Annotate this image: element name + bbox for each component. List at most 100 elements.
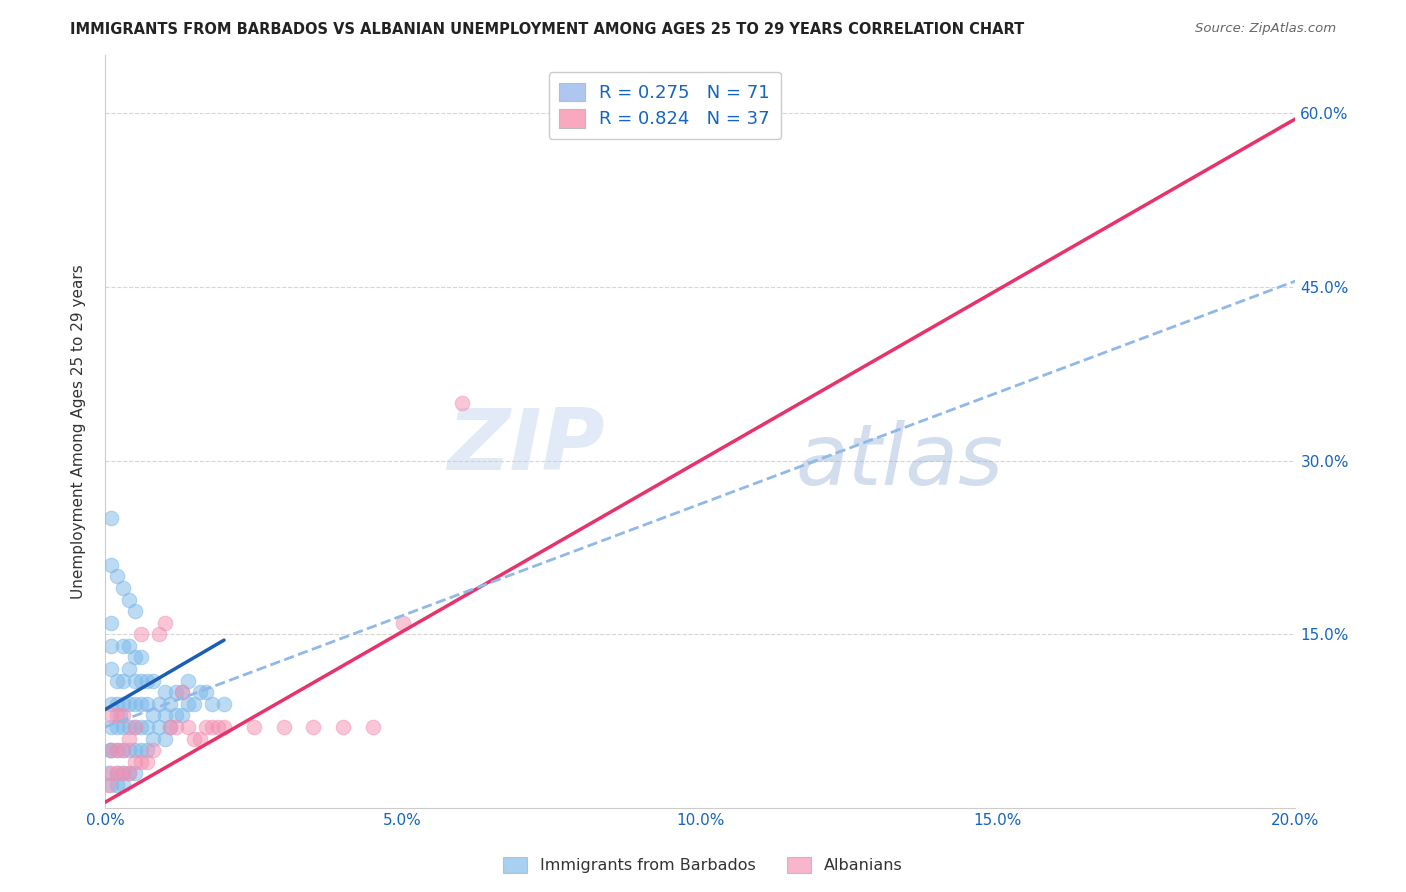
Point [124,766,146,780]
Point [118,662,141,676]
Point [124,650,146,665]
Point [135,697,157,711]
Point [153,685,176,699]
Point [142,731,165,746]
Point [100,743,122,757]
Point [177,720,200,734]
Point [201,697,224,711]
Point [183,731,205,746]
Point [98,743,121,757]
Point [177,697,200,711]
Point [97,766,120,780]
Point [111,766,134,780]
Point [105,569,128,583]
Point [108,708,131,723]
Point [129,743,152,757]
Point [165,708,187,723]
Point [243,720,266,734]
Text: ZIP: ZIP [447,405,605,488]
Text: IMMIGRANTS FROM BARBADOS VS ALBANIAN UNEMPLOYMENT AMONG AGES 25 TO 29 YEARS CORR: IMMIGRANTS FROM BARBADOS VS ALBANIAN UNE… [70,22,1025,37]
Point [105,708,128,723]
Point [124,673,146,688]
Point [124,604,146,618]
Point [105,766,128,780]
Point [105,743,128,757]
Point [118,697,141,711]
Text: Source: ZipAtlas.com: Source: ZipAtlas.com [1195,22,1336,36]
Point [111,766,134,780]
Point [124,697,146,711]
Point [100,743,122,757]
Point [111,720,134,734]
Point [129,627,152,641]
Point [195,720,218,734]
Point [129,755,152,769]
Point [111,743,134,757]
Point [129,720,152,734]
Point [212,720,235,734]
Point [129,697,152,711]
Point [165,720,187,734]
Legend: R = 0.275   N = 71, R = 0.824   N = 37: R = 0.275 N = 71, R = 0.824 N = 37 [548,71,780,139]
Point [118,743,141,757]
Point [332,720,354,734]
Point [100,662,122,676]
Point [118,731,141,746]
Point [153,708,176,723]
Point [142,743,165,757]
Point [451,395,474,409]
Legend: Immigrants from Barbados, Albanians: Immigrants from Barbados, Albanians [496,850,910,880]
Point [105,766,128,780]
Point [118,592,141,607]
Point [100,511,122,525]
Point [177,673,200,688]
Point [124,755,146,769]
Point [100,615,122,630]
Point [100,558,122,572]
Point [172,708,194,723]
Point [100,708,122,723]
Point [148,720,170,734]
Point [111,673,134,688]
Point [100,720,122,734]
Point [111,708,134,723]
Point [105,720,128,734]
Point [361,720,384,734]
Point [111,697,134,711]
Text: atlas: atlas [796,420,1004,503]
Point [201,720,224,734]
Point [100,639,122,653]
Point [207,720,229,734]
Point [212,697,235,711]
Point [183,697,205,711]
Point [391,615,413,630]
Point [159,720,181,734]
Y-axis label: Unemployment Among Ages 25 to 29 years: Unemployment Among Ages 25 to 29 years [72,264,86,599]
Point [135,720,157,734]
Point [105,778,128,792]
Point [148,627,170,641]
Point [165,685,187,699]
Point [118,720,141,734]
Point [118,766,141,780]
Point [118,639,141,653]
Point [135,673,157,688]
Point [124,720,146,734]
Point [111,639,134,653]
Point [148,697,170,711]
Point [302,720,325,734]
Point [100,766,122,780]
Point [100,778,122,792]
Point [118,766,141,780]
Point [105,697,128,711]
Point [111,778,134,792]
Point [188,685,211,699]
Point [195,685,218,699]
Point [159,697,181,711]
Point [111,581,134,595]
Point [97,778,120,792]
Point [153,731,176,746]
Point [105,673,128,688]
Point [100,697,122,711]
Point [135,755,157,769]
